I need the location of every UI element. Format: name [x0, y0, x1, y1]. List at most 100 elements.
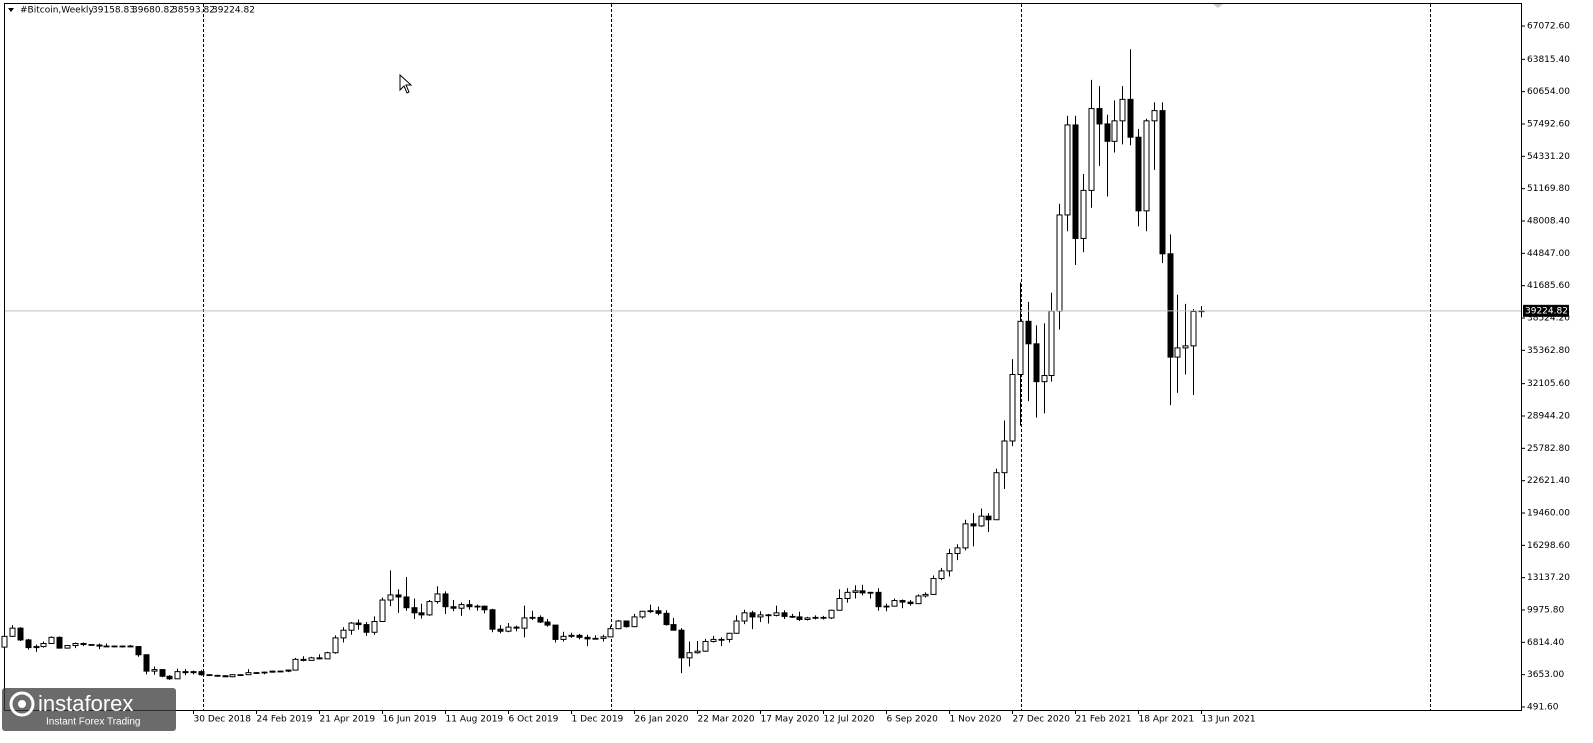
x-tick-label: 26 Jan 2020	[635, 715, 689, 725]
candle-body	[615, 620, 622, 630]
candle-body	[607, 628, 614, 638]
candle-body	[1182, 345, 1189, 349]
candle-body	[88, 644, 95, 646]
candle-body	[1135, 136, 1142, 212]
candle-body	[804, 617, 811, 620]
x-tick-label: 17 May 2020	[761, 715, 820, 725]
candle-body	[859, 590, 866, 594]
candle-body	[1119, 98, 1126, 122]
candle-body	[277, 670, 284, 673]
candle-body	[1159, 110, 1166, 255]
candle-body	[497, 628, 504, 632]
candle-body	[623, 620, 630, 628]
candles	[1, 49, 1205, 680]
candle-body	[985, 515, 992, 521]
candle-body	[316, 657, 323, 660]
y-tick-label: 57492.60	[1527, 119, 1570, 129]
candle-body	[33, 646, 40, 649]
candle-body	[946, 552, 953, 572]
candle-body	[733, 620, 740, 634]
candle-body	[521, 617, 528, 629]
candle-body	[749, 612, 756, 618]
candle-body	[285, 669, 292, 672]
candle-body	[9, 627, 16, 637]
ohlc-close: 39224.82	[212, 6, 255, 16]
watermark-box	[2, 688, 176, 731]
watermark: instaforex Instant Forex Trading	[2, 688, 176, 731]
candle-body	[182, 671, 189, 674]
candle-body	[269, 670, 276, 673]
candle-body	[930, 578, 937, 595]
candle-body	[741, 612, 748, 622]
candle-body	[1143, 120, 1150, 212]
candle-body	[119, 645, 126, 648]
candle-body	[883, 605, 890, 608]
watermark-logo-core	[18, 700, 26, 708]
y-tick-label: 60654.00	[1527, 87, 1570, 97]
candle-body	[222, 675, 229, 678]
y-tick-label: 35362.80	[1527, 346, 1570, 356]
candle-body	[434, 593, 441, 603]
candle-body	[513, 626, 520, 629]
y-tick-label: 22621.40	[1527, 476, 1570, 486]
y-tick-label: 19460.00	[1527, 508, 1570, 518]
header-arrow[interactable]	[8, 8, 14, 12]
candle-body	[143, 654, 150, 672]
candle-body	[568, 634, 575, 637]
last-price-label: 39224.82	[1525, 306, 1568, 316]
candle-body	[1017, 320, 1024, 376]
candle-body	[552, 624, 559, 640]
candle-body	[694, 650, 701, 654]
candle-body	[348, 622, 355, 631]
candle-body	[844, 591, 851, 600]
x-tick-label: 21 Feb 2021	[1076, 715, 1132, 725]
candle-body	[867, 591, 874, 594]
x-tick-label: 13 Jun 2021	[1202, 715, 1256, 725]
candle-body	[875, 591, 882, 608]
candle-body	[387, 594, 394, 601]
candle-body	[332, 637, 339, 654]
candle-body	[663, 612, 670, 626]
candle-body	[544, 621, 551, 626]
candle-body	[111, 645, 118, 648]
candle-body	[600, 636, 607, 639]
candle-body	[442, 593, 449, 608]
x-tick-label: 12 Jul 2020	[824, 715, 875, 725]
x-tick-label: 27 Dec 2020	[1013, 715, 1071, 725]
candle-body	[17, 627, 24, 641]
candle-body	[64, 645, 71, 649]
x-tick-label: 6 Sep 2020	[887, 715, 939, 725]
candle-body	[915, 595, 922, 605]
y-tick-label: 48008.40	[1527, 216, 1570, 226]
candle-body	[127, 645, 134, 648]
candle-body	[379, 599, 386, 623]
candle-body	[1048, 310, 1055, 377]
candle-body	[655, 610, 662, 614]
candle-body	[1151, 110, 1158, 122]
y-tick-label: 25782.80	[1527, 444, 1570, 454]
candle-body	[190, 671, 197, 674]
x-tick-label: 1 Dec 2019	[572, 715, 624, 725]
candle-body	[411, 607, 418, 614]
candle-body	[80, 643, 87, 646]
candle-body	[812, 616, 819, 619]
candle-body	[852, 590, 859, 593]
candle-body	[757, 614, 764, 618]
candle-body	[458, 604, 465, 609]
candle-body	[592, 637, 599, 640]
candle-body	[899, 600, 906, 603]
y-tick-label: 63815.40	[1527, 55, 1570, 65]
candle-body	[340, 629, 347, 639]
x-tick-label: 18 Apr 2021	[1139, 715, 1195, 725]
candle-body	[962, 523, 969, 549]
y-tick-label: 491.60	[1527, 703, 1559, 713]
candle-body	[166, 675, 173, 680]
candle-body	[938, 570, 945, 580]
candle-body	[639, 610, 646, 618]
y-tick-label: 38524.20	[1527, 313, 1570, 323]
candle-body	[237, 674, 244, 677]
ohlc-open: 39158.83	[92, 6, 135, 16]
candle-body	[253, 672, 260, 674]
candle-body	[647, 610, 654, 613]
